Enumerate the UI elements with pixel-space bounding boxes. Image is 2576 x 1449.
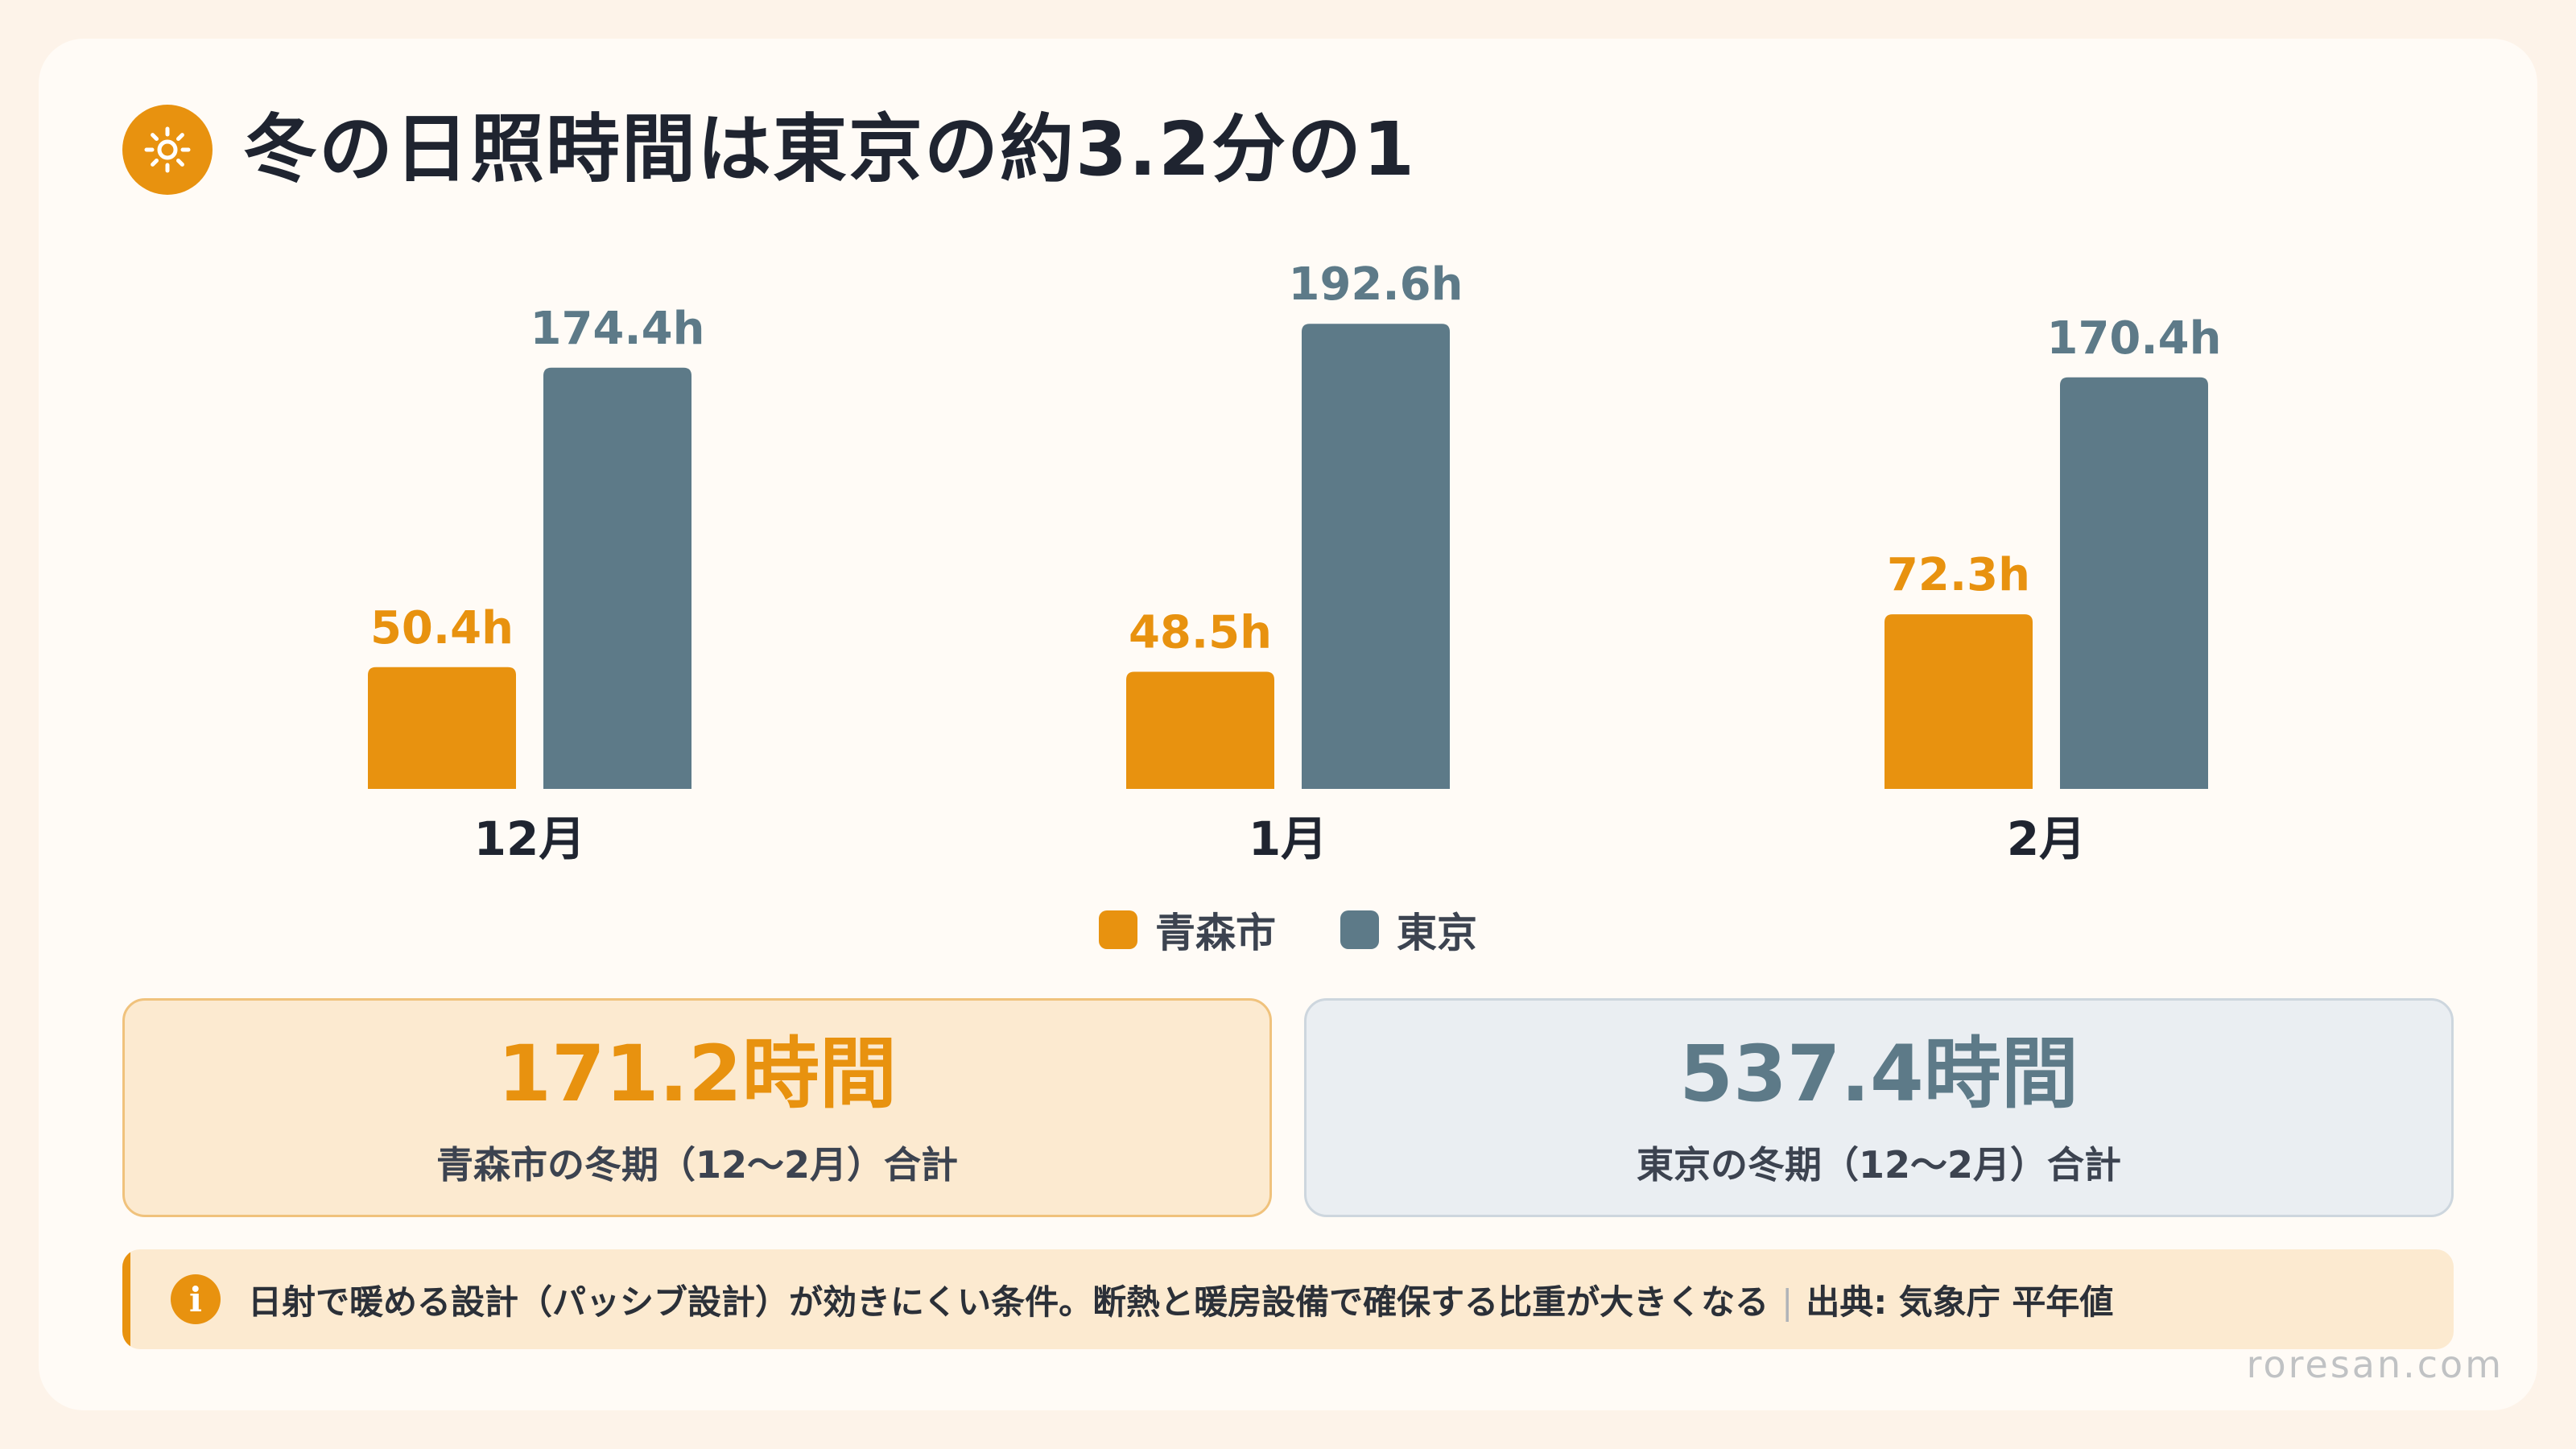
- note-separator: |: [1781, 1282, 1794, 1322]
- bar-tokyo-2m: [2060, 377, 2208, 789]
- data-label-aomori-1m: 48.5h: [1129, 607, 1272, 659]
- bar-tokyo-1m: [1302, 324, 1450, 789]
- legend-label-aomori: 青森市: [1155, 910, 1276, 956]
- data-label-tokyo-12m: 174.4h: [530, 303, 705, 355]
- watermark: roresan.com: [2246, 1343, 2504, 1386]
- bar-aomori-2m: [1885, 614, 2033, 789]
- note-accent-bar: [122, 1249, 130, 1349]
- data-label-aomori-2m: 72.3h: [1887, 549, 2030, 601]
- legend-swatch-aomori: [1099, 910, 1137, 949]
- sun-icon: [122, 105, 213, 195]
- summary-value-aomori: 171.2時間: [497, 1029, 897, 1119]
- x-tick-label-1m: 1月: [1249, 811, 1327, 866]
- data-label-tokyo-1m: 192.6h: [1289, 258, 1463, 311]
- legend-label-tokyo: 東京: [1397, 910, 1477, 956]
- summary-label-aomori: 青森市の冬期（12〜2月）合計: [436, 1143, 959, 1187]
- note-text: 日射で暖める設計（パッシブ設計）が効きにくい条件。断熱と暖房設備で確保する比重が…: [248, 1275, 2113, 1324]
- data-label-tokyo-2m: 170.4h: [2047, 312, 2222, 365]
- summary-card-tokyo: 537.4時間 東京の冬期（12〜2月）合計: [1304, 998, 2454, 1217]
- summary-card-aomori: 171.2時間 青森市の冬期（12〜2月）合計: [122, 998, 1272, 1217]
- note-banner: i 日射で暖める設計（パッシブ設計）が効きにくい条件。断熱と暖房設備で確保する比…: [122, 1249, 2454, 1349]
- bar-chart: 50.4h 174.4h 12月 48.5h 192.6h 1月 72.3h 170.4h 2月: [368, 258, 2222, 866]
- summary-value-tokyo: 537.4時間: [1679, 1029, 2079, 1119]
- x-tick-label-2m: 2月: [2007, 811, 2086, 866]
- page-title: 冬の日照時間は東京の約3.2分の1: [243, 106, 1416, 192]
- legend-item-aomori: 青森市: [1099, 901, 1276, 959]
- chart-legend: 青森市 東京: [0, 902, 2576, 958]
- bar-aomori-1m: [1126, 671, 1274, 789]
- note-body: 日射で暖める設計（パッシブ設計）が効きにくい条件。断熱と暖房設備で確保する比重が…: [248, 1282, 1769, 1322]
- bar-aomori-12m: [368, 667, 516, 789]
- bar-tokyo-12m: [543, 367, 691, 789]
- legend-swatch-tokyo: [1340, 910, 1379, 949]
- info-icon: i: [171, 1274, 221, 1324]
- legend-item-tokyo: 東京: [1340, 901, 1477, 959]
- data-label-aomori-12m: 50.4h: [370, 602, 514, 654]
- summary-label-tokyo: 東京の冬期（12〜2月）合計: [1636, 1143, 2122, 1187]
- x-tick-label-12m: 12月: [474, 811, 586, 866]
- note-source: 出典: 気象庁 平年値: [1806, 1282, 2114, 1322]
